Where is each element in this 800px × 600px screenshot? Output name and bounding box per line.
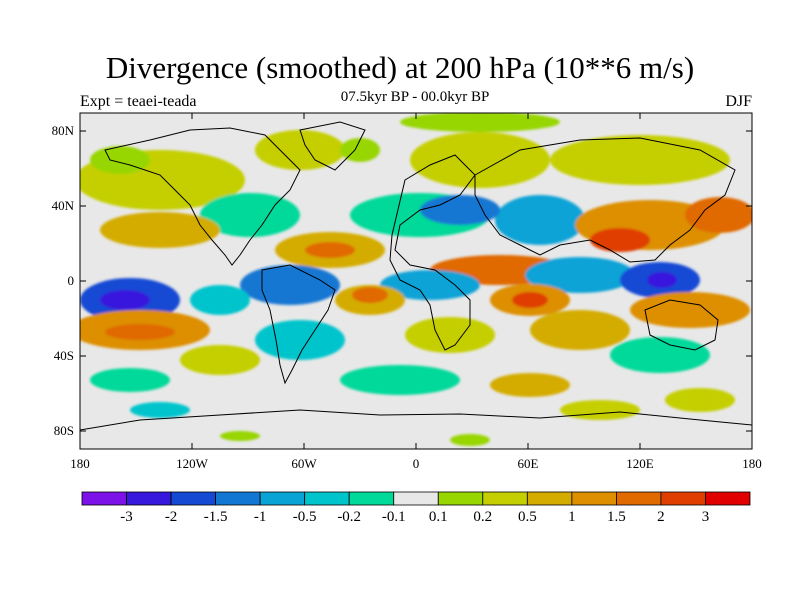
field-patch: [380, 270, 480, 300]
field-patch: [420, 195, 500, 225]
lat-label-80n: 80N: [51, 123, 74, 138]
field-patch: [630, 292, 750, 328]
colorbar-label: -0.1: [381, 509, 406, 525]
colorbar-swatch: [705, 491, 751, 506]
colorbar-label: -3: [120, 509, 133, 525]
colorbar-swatch: [259, 491, 306, 506]
lat-label-40n: 40N: [51, 198, 74, 213]
colorbar-label: 1.5: [607, 509, 626, 525]
field-patch: [647, 272, 677, 288]
field-patch: [352, 287, 388, 303]
colorbar-swatch: [393, 491, 439, 506]
colorbar-swatch: [526, 491, 573, 506]
colorbar-label: -1: [253, 509, 267, 525]
field-patch: [525, 257, 635, 293]
colorbar-label: -0.2: [337, 509, 362, 525]
field-patch: [340, 365, 460, 395]
lon-label-60e: 60E: [517, 456, 539, 471]
field-patch: [665, 388, 735, 412]
lon-label-120e: 120E: [626, 456, 654, 471]
colorbar-swatch: [616, 491, 662, 506]
coastlines: [80, 121, 752, 431]
field-patch: [685, 197, 752, 233]
colorbar-swatch: [126, 491, 172, 506]
colorbar-swatch: [660, 491, 706, 506]
field-patch: [105, 324, 175, 340]
field-layer: [80, 113, 752, 449]
colorbar-swatch: [482, 491, 528, 506]
colorbar-label: -1.5: [203, 509, 228, 525]
colorbar-label: 1: [568, 509, 576, 525]
colorbar-label: 3: [701, 509, 710, 525]
colorbar-swatch: [304, 491, 350, 506]
colorbar: [81, 491, 751, 506]
axis-ticks: [79, 113, 753, 449]
colorbar-swatch: [437, 491, 484, 506]
colorbar-label: 0.1: [428, 509, 448, 525]
colorbar-label: 0.2: [473, 509, 493, 525]
field-patch: [90, 368, 170, 392]
map-subtitle: 07.5kyr BP - 00.0kyr BP: [340, 89, 490, 105]
lat-label-40s: 40S: [53, 348, 74, 363]
lat-label-0: 0: [67, 273, 75, 288]
lon-label-180-left: 180: [70, 456, 90, 471]
colorbar-swatch: [571, 491, 617, 506]
map-title: Divergence (smoothed) at 200 hPa (10**6 …: [105, 50, 695, 85]
field-patch: [255, 130, 345, 170]
lon-label-60w: 60W: [291, 456, 317, 471]
colorbar-swatch: [81, 491, 127, 506]
field-patch: [90, 146, 150, 174]
lon-label-120w: 120W: [176, 456, 208, 471]
field-patch: [340, 138, 380, 162]
field-patch: [305, 242, 355, 258]
field-patch: [590, 228, 650, 252]
field-patch: [550, 135, 730, 185]
field-patch: [450, 434, 490, 446]
field-patch: [490, 373, 570, 397]
field-patch: [530, 310, 630, 350]
colorbar-label: -0.5: [292, 509, 317, 525]
lon-label-180-right: 180: [742, 456, 762, 471]
colorbar-swatch: [348, 491, 395, 506]
colorbar-label: -2: [164, 509, 178, 525]
field-patch: [190, 285, 250, 315]
field-patch: [220, 431, 260, 441]
field-patch: [405, 317, 495, 353]
lon-label-0: 0: [412, 456, 420, 471]
colorbar-label: 0.5: [517, 509, 537, 525]
experiment-label: Expt = teaei-teada: [80, 93, 197, 110]
lat-label-80s: 80S: [53, 423, 74, 438]
field-patch: [130, 402, 190, 418]
field-patch: [410, 132, 550, 188]
field-patch: [512, 292, 548, 308]
colorbar-swatch: [170, 491, 216, 506]
field-patch: [180, 345, 260, 375]
field-patch: [495, 195, 585, 245]
field-patch: [200, 193, 300, 237]
colorbar-label: 2: [657, 509, 665, 525]
field-patch: [100, 290, 150, 310]
field-patch: [560, 400, 640, 420]
colorbar-swatch: [215, 491, 261, 506]
season-label: DJF: [725, 93, 752, 110]
field-patch: [400, 113, 560, 132]
field-patch: [100, 212, 220, 248]
field-patch: [240, 265, 340, 305]
field-patch: [610, 337, 710, 373]
